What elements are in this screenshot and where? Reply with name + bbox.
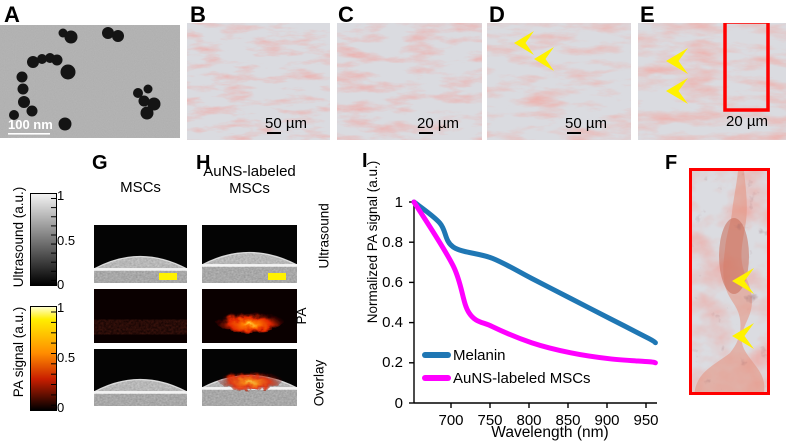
svg-text:AuNS-labeled MSCs: AuNS-labeled MSCs — [453, 370, 591, 387]
svg-text:Carl Zeiss microscopy: Carl Zeiss microscopy — [8, 135, 47, 138]
svg-text:1: 1 — [395, 194, 403, 211]
svg-text:20 µm: 20 µm — [417, 115, 459, 132]
svg-text:50 µm: 50 µm — [565, 115, 607, 132]
svg-text:20 µm: 20 µm — [726, 113, 768, 130]
svg-text:0.8: 0.8 — [382, 234, 403, 251]
svg-text:0.6: 0.6 — [382, 274, 403, 291]
svg-text:0: 0 — [395, 395, 403, 412]
svg-text:0.2: 0.2 — [382, 354, 403, 371]
svg-text:100 nm: 100 nm — [8, 117, 53, 132]
svg-text:50 µm: 50 µm — [265, 115, 307, 132]
svg-text:0.4: 0.4 — [382, 314, 403, 331]
svg-text:Melanin: Melanin — [453, 347, 506, 364]
